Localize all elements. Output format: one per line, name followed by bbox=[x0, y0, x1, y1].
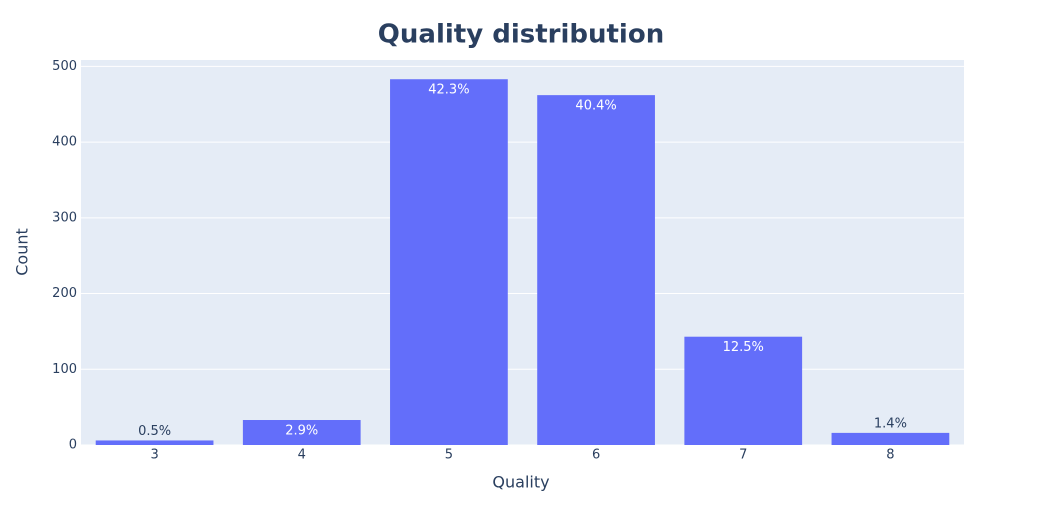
bar bbox=[390, 79, 508, 445]
x-tick-label: 8 bbox=[886, 448, 894, 463]
y-tick-label: 200 bbox=[52, 286, 77, 301]
bars: 3 0.5% 4 2.9% 5 42.3% 6 40.4% 7 12.5% 8 1.4% bbox=[95, 79, 950, 463]
x-tick-label: 6 bbox=[592, 448, 600, 463]
chart-title: Quality distribution bbox=[378, 20, 664, 50]
bar-label: 42.3% bbox=[428, 83, 469, 98]
x-tick-label: 4 bbox=[298, 448, 306, 463]
bar bbox=[684, 336, 803, 445]
y-tick-label: 400 bbox=[52, 135, 77, 150]
x-tick-label: 3 bbox=[150, 448, 158, 463]
bar bbox=[95, 440, 214, 445]
bar bbox=[831, 432, 950, 445]
bar-label: 12.5% bbox=[723, 340, 764, 355]
y-tick-label: 500 bbox=[52, 59, 77, 74]
bar bbox=[537, 95, 655, 445]
y-tick-label: 0 bbox=[69, 438, 77, 453]
bar-label: 1.4% bbox=[874, 416, 907, 431]
x-axis-title: Quality bbox=[492, 473, 549, 492]
y-axis-title: Count bbox=[13, 228, 32, 276]
x-tick-label: 5 bbox=[445, 448, 453, 463]
y-tick-label: 100 bbox=[52, 362, 77, 377]
bar-label: 2.9% bbox=[285, 424, 318, 439]
grid: 0 100 200 300 400 500 bbox=[52, 59, 964, 453]
bar-label: 0.5% bbox=[138, 424, 171, 439]
y-tick-label: 300 bbox=[52, 210, 77, 225]
bar-label: 40.4% bbox=[575, 99, 616, 114]
bar bbox=[242, 420, 361, 445]
x-tick-label: 7 bbox=[739, 448, 747, 463]
plot-area bbox=[81, 60, 964, 445]
